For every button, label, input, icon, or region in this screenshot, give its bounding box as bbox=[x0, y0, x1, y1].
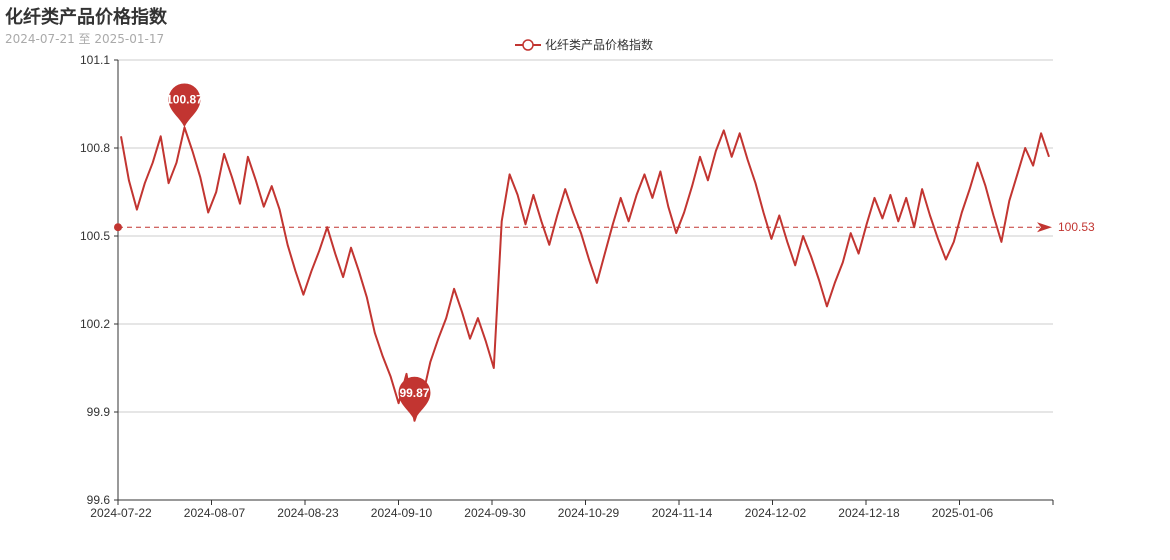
pin-value-label: 100.87 bbox=[166, 92, 203, 106]
y-tick-label: 101.1 bbox=[80, 53, 110, 67]
y-tick-label: 100.5 bbox=[80, 229, 110, 243]
x-tick-label: 2024-08-07 bbox=[184, 506, 246, 520]
legend-line-icon bbox=[515, 38, 541, 51]
x-tick-label: 2024-11-14 bbox=[652, 506, 713, 520]
average-line-arrow-icon bbox=[1037, 222, 1052, 233]
x-tick-label: 2024-12-02 bbox=[745, 506, 807, 520]
max-pin: 100.87 bbox=[166, 83, 203, 128]
y-tick-label: 99.6 bbox=[87, 493, 111, 507]
x-tick-label: 2024-10-29 bbox=[558, 506, 620, 520]
x-tick-label: 2024-08-23 bbox=[277, 506, 339, 520]
pin-marker-icon bbox=[398, 376, 431, 421]
average-line-start-dot bbox=[114, 223, 122, 232]
chart-title: 化纤类产品价格指数 bbox=[5, 7, 167, 28]
x-tick-label: 2025-01-06 bbox=[932, 506, 994, 520]
chart-subtitle: 2024-07-21 至 2025-01-17 bbox=[5, 32, 165, 46]
min-pin: 99.87 bbox=[398, 376, 431, 421]
x-tick-label: 2024-09-10 bbox=[371, 506, 433, 520]
pin-value-label: 99.87 bbox=[399, 386, 429, 400]
x-tick-label: 2024-12-18 bbox=[838, 506, 900, 520]
y-tick-label: 99.9 bbox=[87, 405, 111, 419]
x-tick-label: 2024-09-30 bbox=[464, 506, 526, 520]
series-line bbox=[120, 126, 1050, 422]
x-tick-label: 2024-07-22 bbox=[90, 506, 152, 520]
y-tick-label: 100.8 bbox=[80, 141, 110, 155]
pin-marker-icon bbox=[168, 83, 201, 128]
average-line-label: 100.53 bbox=[1058, 220, 1095, 234]
legend-label: 化纤类产品价格指数 bbox=[545, 38, 654, 52]
legend-item[interactable]: 化纤类产品价格指数 bbox=[515, 36, 653, 53]
y-tick-label: 100.2 bbox=[80, 317, 110, 331]
